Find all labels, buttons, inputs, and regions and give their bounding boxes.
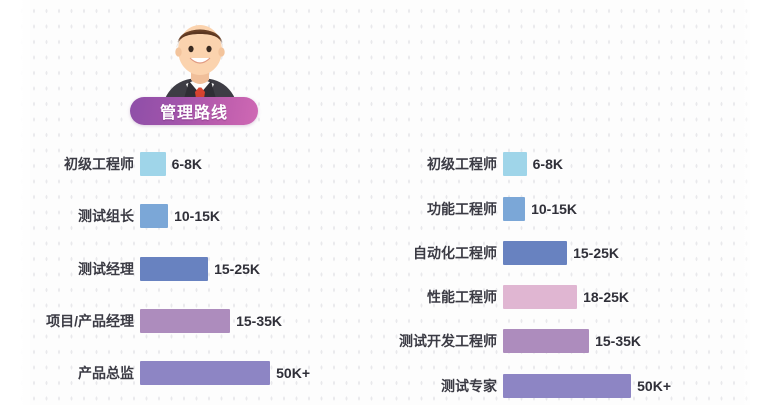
bar-row-value: 15-25K — [573, 245, 619, 261]
management-track-badge: 管理路线 — [130, 97, 258, 125]
bar-fill — [140, 309, 231, 333]
bar-row-value: 15-35K — [595, 333, 641, 349]
bar-row: 测试经理 15-25K — [78, 257, 260, 281]
bar-fill — [140, 204, 169, 228]
bar-row-value: 10-15K — [174, 208, 220, 224]
bar-row-value: 18-25K — [583, 289, 629, 305]
bar-row: 测试开发工程师 15-35K — [399, 329, 641, 353]
bar-row: 产品总监 50K+ — [78, 361, 310, 385]
bar-fill — [503, 374, 632, 398]
bar-row: 自动化工程师 15-25K — [413, 241, 619, 265]
bar-row: 测试组长 10-15K — [78, 204, 220, 228]
bar-fill — [140, 361, 271, 385]
bar-row-value: 15-25K — [214, 261, 260, 277]
bar-row: 初级工程师 6-8K — [64, 152, 202, 176]
bar-row: 功能工程师 10-15K — [427, 197, 577, 221]
technical-track-panel: 技术路线 初级工程师 6-8K 功能工程师 10-15K 自动化工程师 15-2… — [380, 0, 760, 405]
bar-row-value: 50K+ — [637, 378, 671, 394]
bar-row-value: 10-15K — [531, 201, 577, 217]
bar-row-label: 自动化工程师 — [413, 245, 497, 261]
bar-row: 性能工程师 18-25K — [427, 285, 629, 309]
bar-row-label: 初级工程师 — [64, 156, 134, 172]
bar-row: 项目/产品经理 15-35K — [46, 309, 282, 333]
bar-fill — [503, 329, 590, 353]
bar-row-label: 项目/产品经理 — [46, 313, 134, 329]
bar-row-value: 50K+ — [276, 365, 310, 381]
bar-fill — [140, 257, 209, 281]
bar-row-label: 功能工程师 — [427, 201, 497, 217]
bar-row: 初级工程师 6-8K — [427, 152, 563, 176]
bar-row-label: 产品总监 — [78, 365, 134, 381]
management-track-panel: 管理路线 初级工程师 6-8K 测试组长 10-15K 测试经理 15-25K … — [46, 25, 310, 385]
bar-row-label: 性能工程师 — [427, 289, 497, 305]
bar-row-value: 6-8K — [532, 156, 563, 172]
bar-fill — [503, 285, 578, 309]
bar-fill — [503, 197, 526, 221]
bar-fill — [503, 241, 568, 265]
bar-fill — [140, 152, 166, 176]
management-track-badge-label: 管理路线 — [159, 105, 228, 122]
bar-row-label: 测试组长 — [78, 208, 134, 224]
bar-fill — [503, 152, 527, 176]
bar-row-value: 6-8K — [171, 156, 202, 172]
bar-row: 测试专家 50K+ — [441, 374, 671, 398]
bar-row-label: 测试开发工程师 — [399, 333, 497, 349]
bar-row-value: 15-35K — [236, 313, 282, 329]
bar-row-label: 初级工程师 — [427, 156, 497, 172]
bar-row-label: 测试经理 — [78, 261, 134, 277]
bar-row-label: 测试专家 — [441, 378, 497, 394]
